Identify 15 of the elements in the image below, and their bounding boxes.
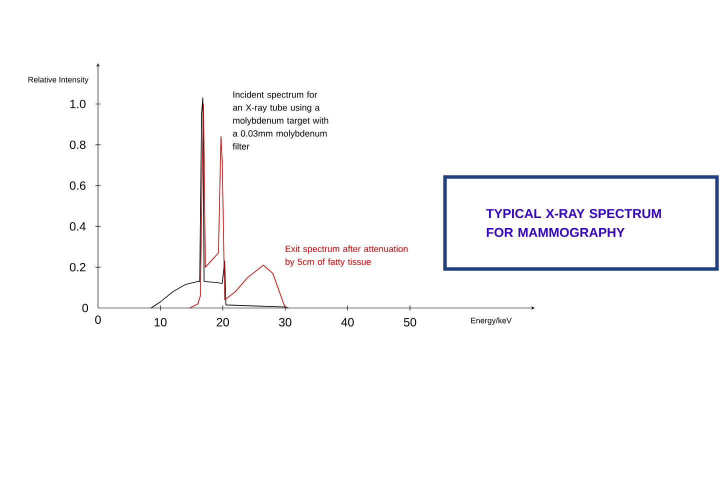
y-tick-label: 0.2 bbox=[70, 262, 86, 272]
x-tick-label: 40 bbox=[341, 318, 354, 326]
text: Incident spectrum for an X-ray tube using a molybdenum target with a 0.03mm molybdenum filter bbox=[232, 91, 328, 150]
series-label: Exit spectrum after attenuation by 5cm of fatty tissue bbox=[286, 245, 408, 267]
x-tick-label: 20 bbox=[216, 318, 229, 326]
x-tick-label: 30 bbox=[279, 318, 292, 326]
x-tick-label: 50 bbox=[404, 318, 416, 326]
y-tick-label: 0.8 bbox=[70, 140, 86, 150]
x-tick-label: 10 bbox=[154, 318, 167, 326]
y-tick-label: 0.6 bbox=[70, 181, 86, 190]
text: TYPICAL X-RAY SPECTRUM FOR MAMMOGRAPHY bbox=[486, 208, 661, 238]
x-tick-label: 0 bbox=[95, 316, 101, 324]
y-tick-label: 0 bbox=[82, 304, 88, 312]
y-tick-label: 0.4 bbox=[70, 222, 86, 231]
y-tick-label: 1.0 bbox=[70, 100, 86, 108]
